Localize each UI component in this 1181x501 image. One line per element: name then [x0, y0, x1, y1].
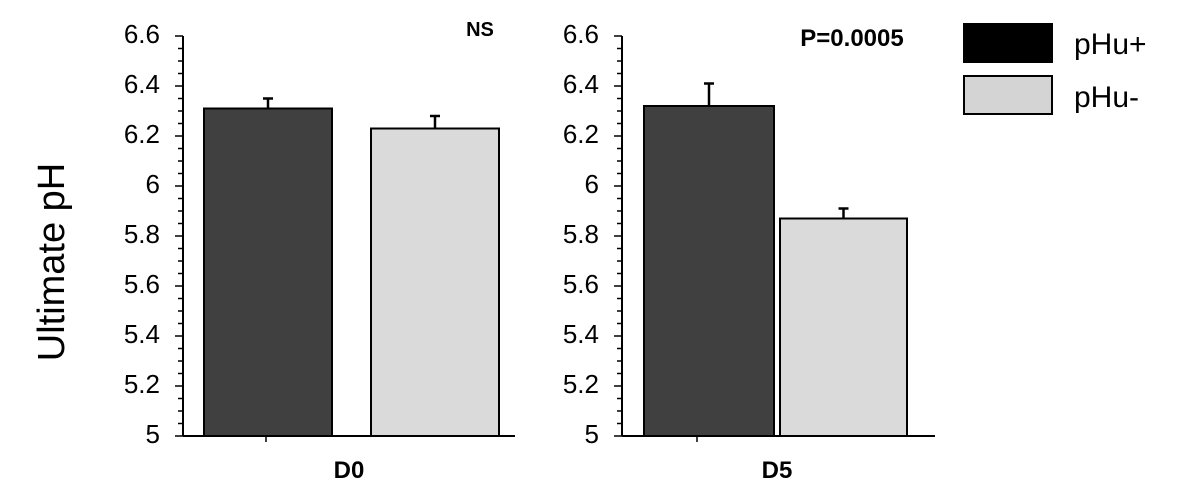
panel-d5-bar-phu-minus	[779, 217, 908, 437]
panel-d5-y-ticks: 6.6 6.4 6.2 6 5.8 5.6 5.4 5.2 5	[563, 19, 935, 449]
panel-d5-y-tick-label: 5.8	[563, 219, 599, 249]
panel-d5-y-tick-label: 6	[585, 169, 599, 199]
legend-label-phu-plus: pHu+	[1074, 28, 1147, 61]
panel-d0-y-tick-label: 5.8	[124, 219, 160, 249]
y-axis-label: Ultimate pH	[31, 163, 73, 362]
panel-d0-bar-phu-plus	[203, 107, 333, 437]
panel-d5-annotation: P=0.0005	[800, 25, 903, 52]
legend: pHu+ pHu-	[963, 23, 1147, 115]
legend-swatch-phu-minus	[963, 75, 1053, 115]
panel-d0-annotation: NS	[466, 19, 494, 41]
panel-d5-y-tick-label: 5.6	[563, 269, 599, 299]
panel-d0-y-tick-label: 6.6	[124, 19, 160, 49]
panel-d0-y-tick-label: 6	[146, 169, 160, 199]
panel-d5-y-tick-label: 6.6	[563, 19, 599, 49]
panel-d0-y-tick-label: 5.2	[124, 369, 160, 399]
legend-swatch-phu-plus	[963, 23, 1053, 63]
panel-d5-y-tick-label: 6.2	[563, 119, 599, 149]
panel-d5: 6.6 6.4 6.2 6 5.8 5.6 5.4 5.2 5 P=0.0005 D5	[563, 19, 935, 484]
panel-d5-y-tick-label: 5	[585, 419, 599, 449]
panel-d0-y-tick-label: 6.2	[124, 119, 160, 149]
panel-d0-y-ticks: 6.6 6.4 6.2 6 5.8 5.6 5.4 5.2 5	[124, 19, 515, 449]
panel-d0-category-label: D0	[334, 457, 365, 484]
panel-d0-bar-phu-minus	[370, 127, 500, 437]
panel-d0: 6.6 6.4 6.2 6 5.8 5.6 5.4 5.2 5 NS D0	[124, 19, 515, 484]
panel-d5-bar-phu-plus	[643, 105, 775, 437]
panel-d5-y-tick-label: 5.4	[563, 319, 599, 349]
panel-d5-bars	[643, 82, 908, 437]
panel-d0-bars	[203, 97, 500, 437]
panel-d5-y-tick-label: 5.2	[563, 369, 599, 399]
panel-d0-y-tick-label: 5.6	[124, 269, 160, 299]
panel-d5-y-tick-label: 6.4	[563, 69, 599, 99]
legend-label-phu-minus: pHu-	[1074, 81, 1139, 114]
panel-d0-y-tick-label: 6.4	[124, 69, 160, 99]
panel-d0-y-tick-label: 5	[146, 419, 160, 449]
panel-d0-y-tick-label: 5.4	[124, 319, 160, 349]
panel-d5-category-label: D5	[762, 457, 793, 484]
